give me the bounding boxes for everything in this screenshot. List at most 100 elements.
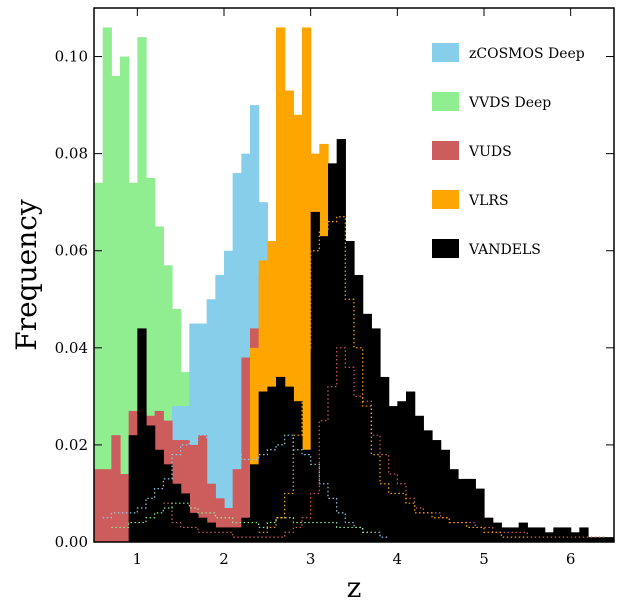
legend-label: VLRS [468,193,509,209]
bar [206,483,216,542]
bar [336,139,346,542]
bar [414,415,424,542]
bar [388,406,398,542]
legend-label: VUDS [468,144,512,160]
bar [371,328,381,542]
bar [241,153,251,542]
legend-label: VANDELS [468,242,541,258]
bar [198,435,208,542]
bar [102,27,112,542]
bar [492,522,502,542]
bar [120,56,130,542]
y-tick-label: 0.06 [55,242,88,260]
bar [250,347,260,542]
legend-label: zCOSMOS Deep [469,46,585,62]
bar [241,357,251,542]
bar [146,177,156,542]
bar [596,537,606,542]
bar [137,37,147,542]
bar [328,163,338,542]
y-tick-label: 0.08 [55,145,88,163]
bar [232,469,242,542]
bar [458,478,468,542]
legend-label: VVDS Deep [468,95,551,111]
bar [579,527,589,542]
legend-swatch [432,43,459,62]
bar [605,537,614,542]
bar [319,236,329,542]
x-tick-label: 6 [566,550,576,568]
axis-ticks: 1 2 3 4 5 6 0.00 0.02 0.04 0.06 0.08 0.10 [55,8,614,568]
bar [302,27,312,542]
bar [111,75,121,542]
y-tick-label: 0.00 [55,533,88,551]
bar [397,401,407,542]
bar [362,313,372,542]
legend-swatch [432,92,459,111]
bar [241,517,251,542]
legend: zCOSMOS Deep VVDS Deep VUDS VLRS VANDELS [432,43,585,258]
bar [293,401,303,542]
bar [146,425,156,542]
bar [284,386,294,542]
bar [172,483,182,542]
bar [189,323,199,542]
plot-frame [93,7,615,543]
bar [284,90,294,542]
bar [189,444,199,542]
bar [111,435,121,542]
bar [128,435,138,542]
bar [120,474,130,542]
bar [440,449,450,542]
bar [562,527,572,542]
bar [553,527,563,542]
bar [501,527,511,542]
x-tick-label: 1 [133,550,143,568]
y-tick-label: 0.10 [55,48,88,66]
bar [466,478,476,542]
bar [518,522,528,542]
bar [154,226,164,542]
bar [544,532,554,542]
bar [180,493,190,542]
series-vandels [128,139,614,542]
legend-item-vlrs: VLRS [432,190,509,209]
x-tick-label: 4 [393,550,403,568]
bar [449,469,459,542]
bar [536,527,546,542]
bar [189,512,199,542]
legend-item-vuds: VUDS [432,141,512,160]
legend-item-zcosmos-deep: zCOSMOS Deep [432,43,585,62]
bar [198,517,208,542]
dotted-outline-3 [102,434,389,538]
bar [267,386,277,542]
bar [527,527,537,542]
bar [475,488,485,542]
legend-item-vvds-deep: VVDS Deep [432,92,551,111]
x-axis-label: z [347,571,362,604]
bar [293,114,303,542]
y-tick-label: 0.04 [55,339,88,357]
plot-area [94,27,614,542]
bar [423,430,433,542]
legend-swatch [432,239,459,258]
bar [128,182,138,542]
bar [276,376,286,542]
legend-item-vandels: VANDELS [432,239,541,258]
bar [180,440,190,542]
bar [354,275,364,542]
bar [406,391,416,542]
x-tick-label: 5 [479,550,489,568]
legend-swatch [432,141,459,160]
bar [215,498,225,542]
bar [224,250,234,542]
bar [302,449,312,542]
bar [232,527,242,542]
bar [310,211,320,542]
bar [94,182,104,542]
bar [198,323,208,542]
bar [206,299,216,542]
y-tick-label: 0.02 [55,436,88,454]
bar [276,27,286,542]
